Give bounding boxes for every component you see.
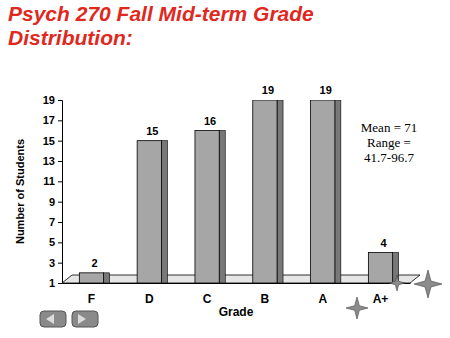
annotation-box: Mean = 71Range = 41.7-96.7 — [356, 120, 422, 165]
x-tick: A — [318, 283, 327, 306]
y-tick-label: 9 — [49, 196, 55, 208]
y-tick-mark — [58, 100, 62, 101]
y-tick-mark — [58, 120, 62, 121]
annotation: Mean = 71 — [356, 120, 422, 135]
bar-side — [219, 131, 225, 284]
y-tick-label: 3 — [49, 257, 55, 269]
y-tick-mark — [58, 242, 62, 243]
x-tick: B — [261, 283, 270, 306]
data-label: 2 — [91, 257, 97, 269]
x-tick: A+ — [373, 283, 389, 306]
y-axis-line — [58, 101, 63, 284]
y-tick-label: 17 — [43, 114, 55, 126]
y-axis: 135791113151719 — [43, 94, 63, 289]
y-tick: 1 — [49, 277, 62, 289]
x-tick: D — [145, 283, 154, 306]
y-tick: 11 — [43, 175, 62, 187]
y-tick: 19 — [43, 94, 62, 106]
star — [389, 275, 405, 291]
y-tick-label: 5 — [49, 236, 55, 248]
y-tick: 17 — [43, 114, 62, 126]
x-axis-line — [63, 283, 411, 284]
nav-button[interactable] — [72, 311, 98, 327]
y-tick-mark — [58, 202, 62, 203]
y-tick-mark — [58, 263, 62, 264]
y-tick-label: 7 — [49, 216, 55, 228]
annotation: Range = 41.7-96.7 — [356, 135, 422, 165]
y-tick: 9 — [49, 196, 62, 208]
data-labels: 2 15 16 19 19 4 — [91, 84, 387, 269]
y-axis-title: Number of Students — [14, 139, 26, 244]
y-tick-label: 13 — [43, 155, 55, 167]
x-axis-title: Grade — [219, 305, 254, 319]
y-tick-label: 19 — [43, 94, 55, 106]
y-tick-mark — [58, 181, 62, 182]
data-label: 16 — [204, 115, 216, 127]
data-label: 19 — [320, 84, 332, 96]
bar — [195, 131, 219, 284]
x-tick-label: C — [203, 292, 212, 306]
y-tick-label: 11 — [43, 175, 55, 187]
star — [346, 297, 368, 319]
y-tick-mark — [58, 283, 62, 284]
y-tick: 15 — [43, 135, 62, 147]
x-tick-label: D — [145, 292, 154, 306]
bar-side — [104, 273, 110, 283]
bar — [311, 100, 335, 283]
chart-title: Psych 270 Fall Mid-term Grade Distributi… — [8, 2, 338, 50]
data-label: 15 — [146, 125, 158, 137]
star — [414, 270, 442, 298]
y-tick-mark — [58, 161, 62, 162]
bar — [368, 253, 392, 284]
bar-side — [161, 141, 167, 283]
y-tick-label: 15 — [43, 135, 55, 147]
y-tick: 7 — [49, 216, 62, 228]
bar-side — [277, 100, 283, 283]
y-tick-mark — [58, 141, 62, 142]
x-tick: C — [203, 283, 212, 306]
x-tick-label: F — [88, 292, 95, 306]
y-tick-mark — [58, 222, 62, 223]
x-tick-label: B — [261, 292, 270, 306]
nav-arrow — [46, 314, 54, 324]
data-label: 19 — [262, 84, 274, 96]
bars — [79, 100, 398, 283]
x-tick: F — [88, 283, 95, 306]
chart: 135791113151719FDCBAA+2151619194Number o… — [0, 0, 450, 338]
y-tick: 5 — [49, 236, 62, 248]
bar — [79, 273, 103, 283]
floor — [62, 275, 420, 283]
nav-button[interactable] — [40, 311, 66, 327]
bar — [253, 100, 277, 283]
nav-arrow — [78, 314, 86, 324]
y-tick: 3 — [49, 257, 62, 269]
bar-side — [335, 100, 341, 283]
y-tick: 13 — [43, 155, 62, 167]
y-tick-label: 1 — [49, 277, 55, 289]
bar — [137, 141, 161, 283]
x-tick-label: A+ — [373, 292, 389, 306]
x-tick-label: A — [318, 292, 327, 306]
data-label: 4 — [380, 237, 387, 249]
